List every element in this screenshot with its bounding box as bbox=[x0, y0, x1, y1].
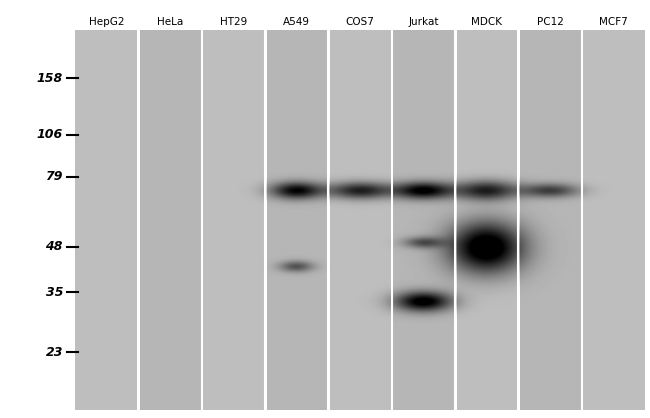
Text: PC12: PC12 bbox=[536, 17, 564, 27]
Text: HeLa: HeLa bbox=[157, 17, 183, 27]
Text: 106: 106 bbox=[37, 128, 63, 142]
Text: COS7: COS7 bbox=[346, 17, 374, 27]
Text: 48: 48 bbox=[46, 240, 63, 253]
Text: Jurkat: Jurkat bbox=[408, 17, 439, 27]
Text: HT29: HT29 bbox=[220, 17, 247, 27]
Text: 35: 35 bbox=[46, 285, 63, 298]
Text: 79: 79 bbox=[46, 171, 63, 184]
Text: 23: 23 bbox=[46, 346, 63, 359]
Text: HepG2: HepG2 bbox=[89, 17, 124, 27]
Text: MCF7: MCF7 bbox=[599, 17, 628, 27]
Text: A549: A549 bbox=[283, 17, 310, 27]
Text: 158: 158 bbox=[37, 71, 63, 84]
Text: MDCK: MDCK bbox=[471, 17, 502, 27]
